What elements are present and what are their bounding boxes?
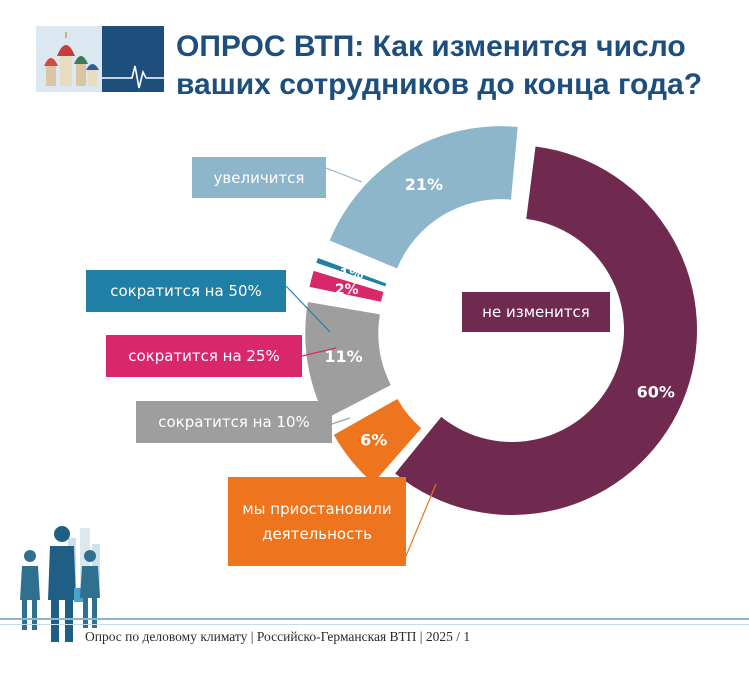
label-stop: мы приостановили деятельность bbox=[228, 477, 406, 566]
leader-line-grow bbox=[325, 167, 363, 183]
label-same: не изменится bbox=[462, 292, 610, 332]
value-label-same: 60% bbox=[637, 383, 675, 402]
value-label-cut50: 1% bbox=[340, 267, 364, 283]
value-label-stop: 6% bbox=[360, 431, 387, 450]
donut-slice-grow bbox=[329, 126, 518, 269]
label-grow: увеличится bbox=[192, 157, 326, 198]
title-line-2: ваших сотрудников до конца года? bbox=[176, 68, 703, 101]
leader-line-cut25 bbox=[301, 347, 337, 357]
value-label-cut25: 2% bbox=[335, 282, 359, 298]
donut-slice-same bbox=[395, 146, 697, 515]
label-cut10: сократится на 10% bbox=[136, 401, 332, 443]
label-cut50: сократится на 50% bbox=[86, 270, 286, 312]
value-label-cut10: 11% bbox=[324, 347, 362, 366]
leader-line-cut50 bbox=[285, 285, 331, 333]
donut-slice-cut25 bbox=[309, 270, 384, 302]
leader-line-cut10 bbox=[331, 417, 351, 425]
footer-source: Опрос по деловому климату | Российско-Ге… bbox=[85, 629, 471, 644]
title-line-1: ОПРОС ВТП: Как изменится число bbox=[176, 30, 686, 63]
footer-divider-thin bbox=[0, 624, 749, 625]
donut-slice-cut50 bbox=[316, 257, 387, 287]
leader-line-stop bbox=[405, 483, 437, 557]
business-people-illustration bbox=[20, 526, 100, 642]
moscow-domes-logo bbox=[36, 26, 164, 92]
donut-slice-stop bbox=[333, 398, 422, 484]
page-title: ОПРОС ВТП: Как изменится число ваших сот… bbox=[176, 28, 736, 104]
footer-divider bbox=[0, 618, 749, 620]
donut-slice-cut10 bbox=[305, 302, 391, 419]
label-cut25: сократится на 25% bbox=[106, 335, 302, 377]
value-label-grow: 21% bbox=[405, 175, 443, 194]
